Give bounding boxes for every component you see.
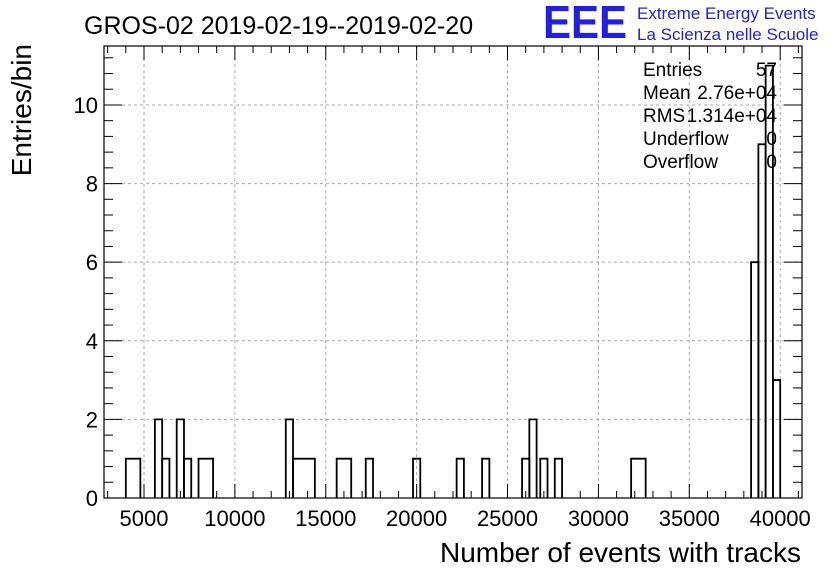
y-tick-label: 6	[86, 250, 98, 275]
histogram-bin	[772, 379, 782, 498]
histogram-bin	[335, 457, 353, 498]
histogram-bars	[124, 64, 782, 498]
y-tick-label: 2	[86, 407, 98, 432]
histogram-bin	[183, 457, 193, 498]
histogram-bin	[539, 457, 549, 498]
stats-label: Entries	[643, 60, 702, 81]
histogram-bin	[124, 457, 142, 498]
histogram-bin	[764, 64, 774, 498]
x-tick-label: 20000	[386, 506, 447, 531]
stats-label: Mean	[643, 83, 691, 104]
y-tick-label: 10	[74, 93, 98, 118]
histogram-bin	[175, 418, 185, 498]
y-axis-label: Entries/bin	[6, 44, 37, 176]
x-tick-labels: 5000 10000 15000 20000 25000 30000 35000 40000	[120, 506, 811, 531]
stats-value: 0	[766, 152, 777, 173]
x-tick-label: 15000	[295, 506, 356, 531]
histogram-bin	[292, 457, 316, 498]
x-tick-label: 5000	[120, 506, 169, 531]
x-axis-label: Number of events with tracks	[440, 537, 801, 568]
stats-label: Overflow	[643, 152, 718, 173]
axis-ticks	[104, 46, 802, 499]
stats-value: 57	[756, 60, 777, 81]
y-tick-label: 0	[86, 486, 98, 511]
stats-value: 2.76e+04	[697, 83, 777, 104]
histogram-bin	[757, 143, 767, 498]
histogram-bin	[197, 457, 214, 498]
histogram-bin	[553, 457, 563, 498]
histogram-bin	[750, 261, 760, 498]
histogram-bin	[284, 418, 294, 498]
x-tick-label: 25000	[477, 506, 538, 531]
histogram-bin	[364, 457, 374, 498]
logo-line-1: Extreme Energy Events	[637, 4, 816, 23]
eee-logo: EEE Extreme Energy Events La Scienza nel…	[543, 0, 818, 48]
stats-value: 1.314e+04	[687, 106, 778, 127]
x-tick-label: 10000	[204, 506, 265, 531]
x-tick-label: 35000	[659, 506, 720, 531]
x-tick-label: 40000	[750, 506, 811, 531]
x-tick-label: 30000	[568, 506, 629, 531]
histogram-bin	[528, 418, 538, 498]
y-tick-label: 4	[86, 329, 98, 354]
y-tick-labels: 0 2 4 6 8 10	[74, 93, 98, 511]
logo-line-2: La Scienza nelle Scuole	[637, 25, 818, 44]
histogram-bin	[161, 457, 171, 498]
histogram-bin	[153, 418, 164, 498]
histogram-bin	[455, 457, 465, 498]
y-tick-label: 8	[86, 172, 98, 197]
histogram-bin	[630, 457, 647, 498]
stats-label: RMS	[643, 106, 685, 127]
stats-label: Underflow	[643, 129, 729, 150]
chart-title: GROS-02 2019-02-19--2019-02-20	[84, 12, 473, 40]
stats-value: 0	[766, 129, 777, 150]
histogram-bin	[481, 457, 491, 498]
histogram-bin	[412, 457, 422, 498]
logo-mark: EEE	[543, 0, 627, 48]
stats-box: Entries 57 Mean 2.76e+04 RMS 1.314e+04Underfl…	[643, 60, 777, 173]
grid	[104, 46, 802, 498]
